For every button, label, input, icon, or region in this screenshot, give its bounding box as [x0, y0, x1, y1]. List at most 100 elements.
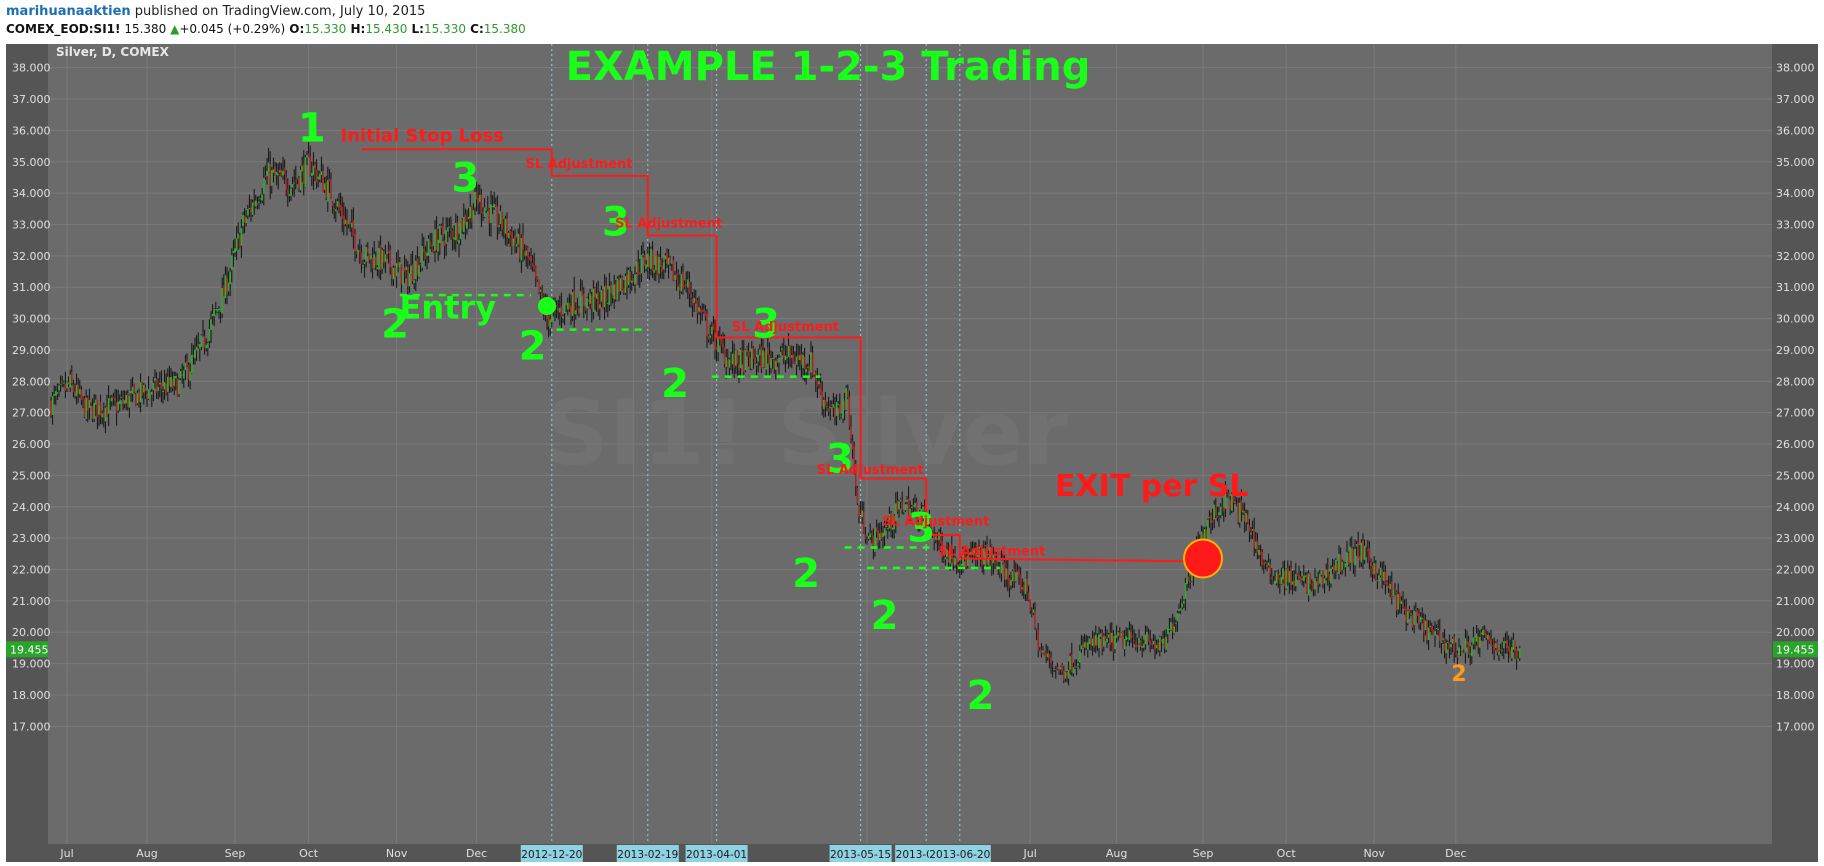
candle[interactable] [1275, 570, 1278, 586]
candle[interactable] [315, 159, 318, 189]
candle[interactable] [131, 376, 134, 402]
candle[interactable] [1498, 650, 1500, 661]
candle[interactable] [576, 297, 579, 316]
candle[interactable] [191, 343, 193, 374]
candle[interactable] [1450, 642, 1452, 656]
candle[interactable] [1336, 561, 1339, 573]
candle[interactable] [751, 341, 753, 371]
candle[interactable] [1104, 625, 1107, 641]
candle[interactable] [1304, 572, 1307, 584]
candle[interactable] [1080, 634, 1083, 653]
candle[interactable] [509, 229, 511, 247]
candle[interactable] [179, 368, 182, 381]
candle[interactable] [245, 210, 247, 227]
candle[interactable] [1501, 642, 1503, 657]
candle[interactable] [1216, 506, 1219, 522]
candle[interactable] [1298, 565, 1300, 580]
candle[interactable] [1376, 573, 1379, 590]
candle[interactable] [1040, 643, 1043, 658]
candle[interactable] [762, 339, 764, 369]
candle[interactable] [547, 314, 550, 338]
candle[interactable] [429, 233, 431, 249]
candle[interactable] [1424, 614, 1427, 636]
candle[interactable] [1315, 576, 1318, 582]
candle[interactable] [711, 321, 713, 345]
candle[interactable] [493, 191, 495, 210]
candle[interactable] [418, 256, 420, 279]
candle[interactable] [1133, 629, 1135, 645]
candle[interactable] [51, 391, 54, 425]
candle[interactable] [970, 541, 972, 560]
candle[interactable] [1111, 622, 1113, 652]
candle[interactable] [685, 271, 687, 293]
candle[interactable] [1083, 633, 1086, 656]
candle[interactable] [186, 353, 188, 368]
candle[interactable] [579, 279, 582, 314]
candle[interactable] [949, 545, 951, 571]
candle[interactable] [477, 184, 479, 215]
candle[interactable] [1250, 527, 1252, 540]
candle[interactable] [1152, 634, 1155, 650]
candle[interactable] [93, 394, 95, 423]
candle[interactable] [290, 187, 292, 202]
candle[interactable] [1296, 573, 1299, 580]
candle[interactable] [394, 265, 396, 278]
candle[interactable] [618, 275, 620, 302]
candle[interactable] [1365, 546, 1367, 557]
candle[interactable] [440, 223, 443, 236]
candle[interactable] [647, 247, 649, 279]
candle[interactable] [467, 207, 470, 230]
candle[interactable] [1186, 577, 1188, 592]
candle[interactable] [760, 338, 763, 374]
candle[interactable] [1477, 628, 1479, 654]
candle[interactable] [829, 400, 831, 421]
candle[interactable] [888, 506, 891, 532]
candle[interactable] [58, 383, 60, 397]
candle[interactable] [613, 275, 615, 310]
candle[interactable] [256, 196, 259, 210]
candle[interactable] [1171, 613, 1174, 640]
candle[interactable] [663, 260, 665, 280]
candle[interactable] [1122, 630, 1124, 649]
candle[interactable] [1474, 638, 1476, 650]
candle[interactable] [1338, 545, 1340, 580]
candle[interactable] [1311, 579, 1313, 592]
candle[interactable] [1240, 489, 1243, 522]
candle[interactable] [909, 500, 911, 522]
candle[interactable] [754, 348, 756, 365]
candle[interactable] [357, 244, 359, 256]
candle[interactable] [1165, 629, 1167, 653]
candle[interactable] [816, 367, 819, 399]
price-axis-left[interactable]: 17.00018.00019.00020.00021.00022.00023.0… [6, 62, 51, 734]
candle[interactable] [373, 241, 375, 270]
candle[interactable] [248, 194, 251, 217]
candle[interactable] [109, 395, 111, 411]
candle[interactable] [1224, 480, 1227, 518]
candle[interactable] [597, 280, 599, 316]
candle[interactable] [989, 538, 991, 566]
candle[interactable] [421, 233, 423, 272]
candle[interactable] [1184, 577, 1187, 611]
candle[interactable] [1114, 634, 1116, 654]
candle[interactable] [1483, 625, 1486, 638]
candle[interactable] [584, 306, 587, 314]
candle[interactable] [1485, 629, 1487, 641]
candle[interactable] [163, 369, 166, 400]
candle[interactable] [1019, 567, 1022, 594]
candle[interactable] [173, 371, 175, 396]
candle[interactable] [706, 309, 708, 348]
candle[interactable] [1469, 646, 1471, 666]
candle[interactable] [605, 277, 607, 313]
candle[interactable] [903, 510, 905, 515]
candle[interactable] [53, 385, 55, 405]
candle[interactable] [589, 288, 591, 310]
candle[interactable] [335, 198, 337, 223]
candle[interactable] [759, 344, 761, 366]
candle[interactable] [1211, 508, 1214, 530]
price-chart[interactable]: SI1! Silver 1 Initial Stop Loss32EntrySL … [6, 44, 1818, 862]
candle[interactable] [1442, 632, 1444, 645]
candle[interactable] [208, 319, 211, 348]
candle[interactable] [288, 185, 291, 203]
candle[interactable] [501, 212, 503, 237]
candle[interactable] [786, 346, 788, 365]
